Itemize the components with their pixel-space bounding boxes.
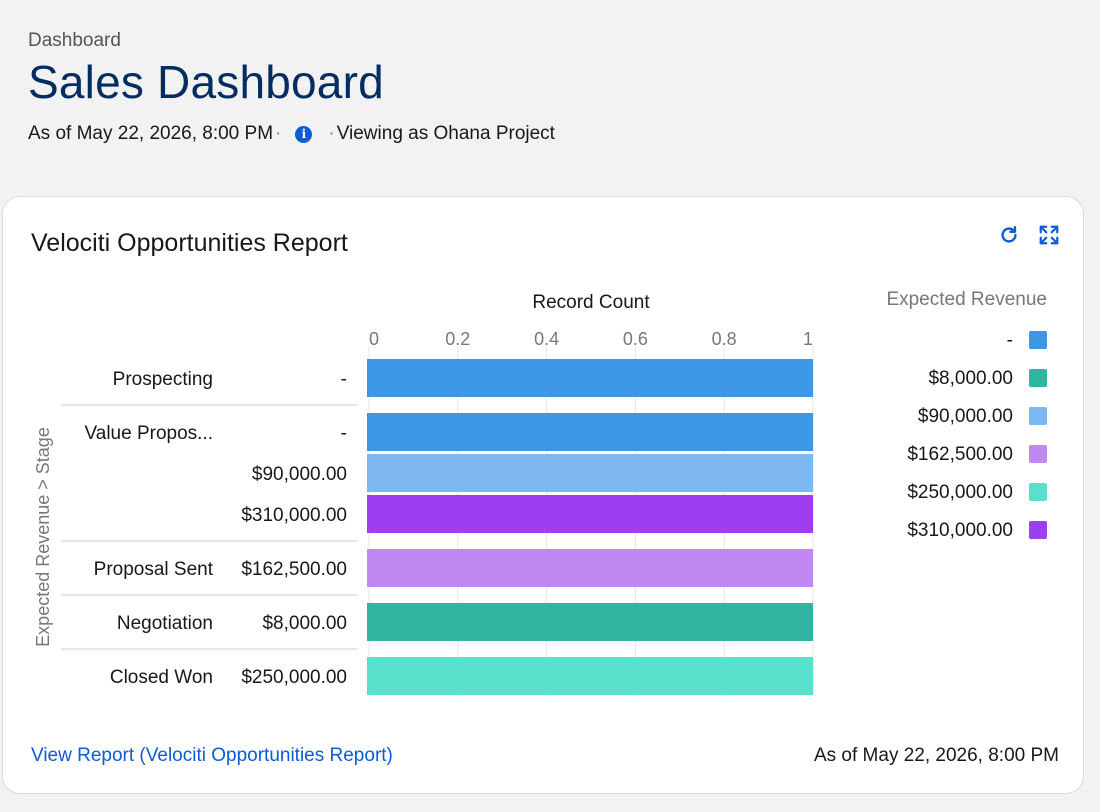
legend-label: - — [1007, 330, 1013, 351]
legend-label: $90,000.00 — [918, 406, 1013, 427]
separator-dot: · — [328, 123, 335, 144]
bar[interactable] — [367, 359, 813, 397]
legend-swatch[interactable] — [1029, 407, 1047, 425]
legend-title: Expected Revenue — [886, 289, 1047, 310]
dashboard-meta: As of May 22, 2026, 8:00 PM · i · Viewin… — [28, 123, 555, 145]
x-axis-title: Record Count — [532, 292, 650, 313]
x-tick-label: 0 — [369, 329, 379, 349]
legend-swatch[interactable] — [1029, 445, 1047, 463]
x-tick-label: 0.6 — [623, 329, 648, 349]
legend-label: $162,500.00 — [907, 444, 1013, 465]
stage-label: Proposal Sent — [94, 559, 214, 580]
revenue-label: $90,000.00 — [252, 464, 347, 485]
legend-swatch[interactable] — [1029, 331, 1047, 349]
legend-label: $310,000.00 — [907, 520, 1013, 541]
expand-icon[interactable] — [1037, 223, 1061, 247]
bar[interactable] — [367, 603, 813, 641]
stage-label: Prospecting — [113, 369, 213, 390]
viewing-as-text: Viewing as Ohana Project — [336, 123, 555, 144]
legend-swatch[interactable] — [1029, 483, 1047, 501]
bar[interactable] — [367, 549, 813, 587]
stage-label: Value Propos... — [84, 423, 213, 444]
refresh-icon[interactable] — [997, 223, 1021, 247]
revenue-label: $250,000.00 — [241, 667, 347, 688]
card-as-of-text: As of May 22, 2026, 8:00 PM — [813, 745, 1059, 766]
x-tick-label: 0.2 — [445, 329, 470, 349]
x-tick-label: 0.4 — [534, 329, 559, 349]
revenue-label: $8,000.00 — [262, 613, 347, 634]
bar[interactable] — [367, 657, 813, 695]
revenue-label: $162,500.00 — [241, 559, 347, 580]
revenue-label: - — [341, 423, 347, 444]
page-title: Sales Dashboard — [28, 56, 384, 108]
card-title: Velociti Opportunities Report — [31, 229, 348, 257]
bar[interactable] — [367, 413, 813, 451]
bar[interactable] — [367, 454, 813, 492]
separator-dot: · — [275, 123, 282, 144]
page-header: Dashboard Sales Dashboard As of May 22, … — [0, 0, 1100, 180]
x-tick-label: 1 — [803, 329, 813, 349]
breadcrumb[interactable]: Dashboard — [28, 30, 121, 51]
y-axis-title: Expected Revenue > Stage — [33, 427, 53, 647]
legend-label: $8,000.00 — [928, 368, 1013, 389]
stage-label: Negotiation — [117, 613, 213, 634]
chart-area: Record Count 0 0.2 0.4 0.6 0.8 1- Prospecting - V… — [3, 197, 1083, 793]
report-card: Velociti Opportunities Report Record Cou… — [2, 196, 1084, 794]
info-icon[interactable]: i — [295, 125, 313, 143]
legend-swatch[interactable] — [1029, 369, 1047, 387]
x-tick-label: 0.8 — [712, 329, 737, 349]
revenue-label: $310,000.00 — [241, 505, 347, 526]
card-actions — [997, 223, 1061, 247]
revenue-label: - — [341, 369, 347, 390]
view-report-link[interactable]: View Report (Velociti Opportunities Repo… — [31, 745, 393, 766]
legend-swatch[interactable] — [1029, 521, 1047, 539]
as-of-text: As of May 22, 2026, 8:00 PM — [28, 123, 274, 144]
stage-revenue-bar-chart: Record Count 0 0.2 0.4 0.6 0.8 1 - Prospecting - V… — [33, 289, 1047, 697]
legend-label: $250,000.00 — [907, 482, 1013, 503]
bar[interactable] — [367, 495, 813, 533]
stage-label: Closed Won — [110, 667, 213, 688]
